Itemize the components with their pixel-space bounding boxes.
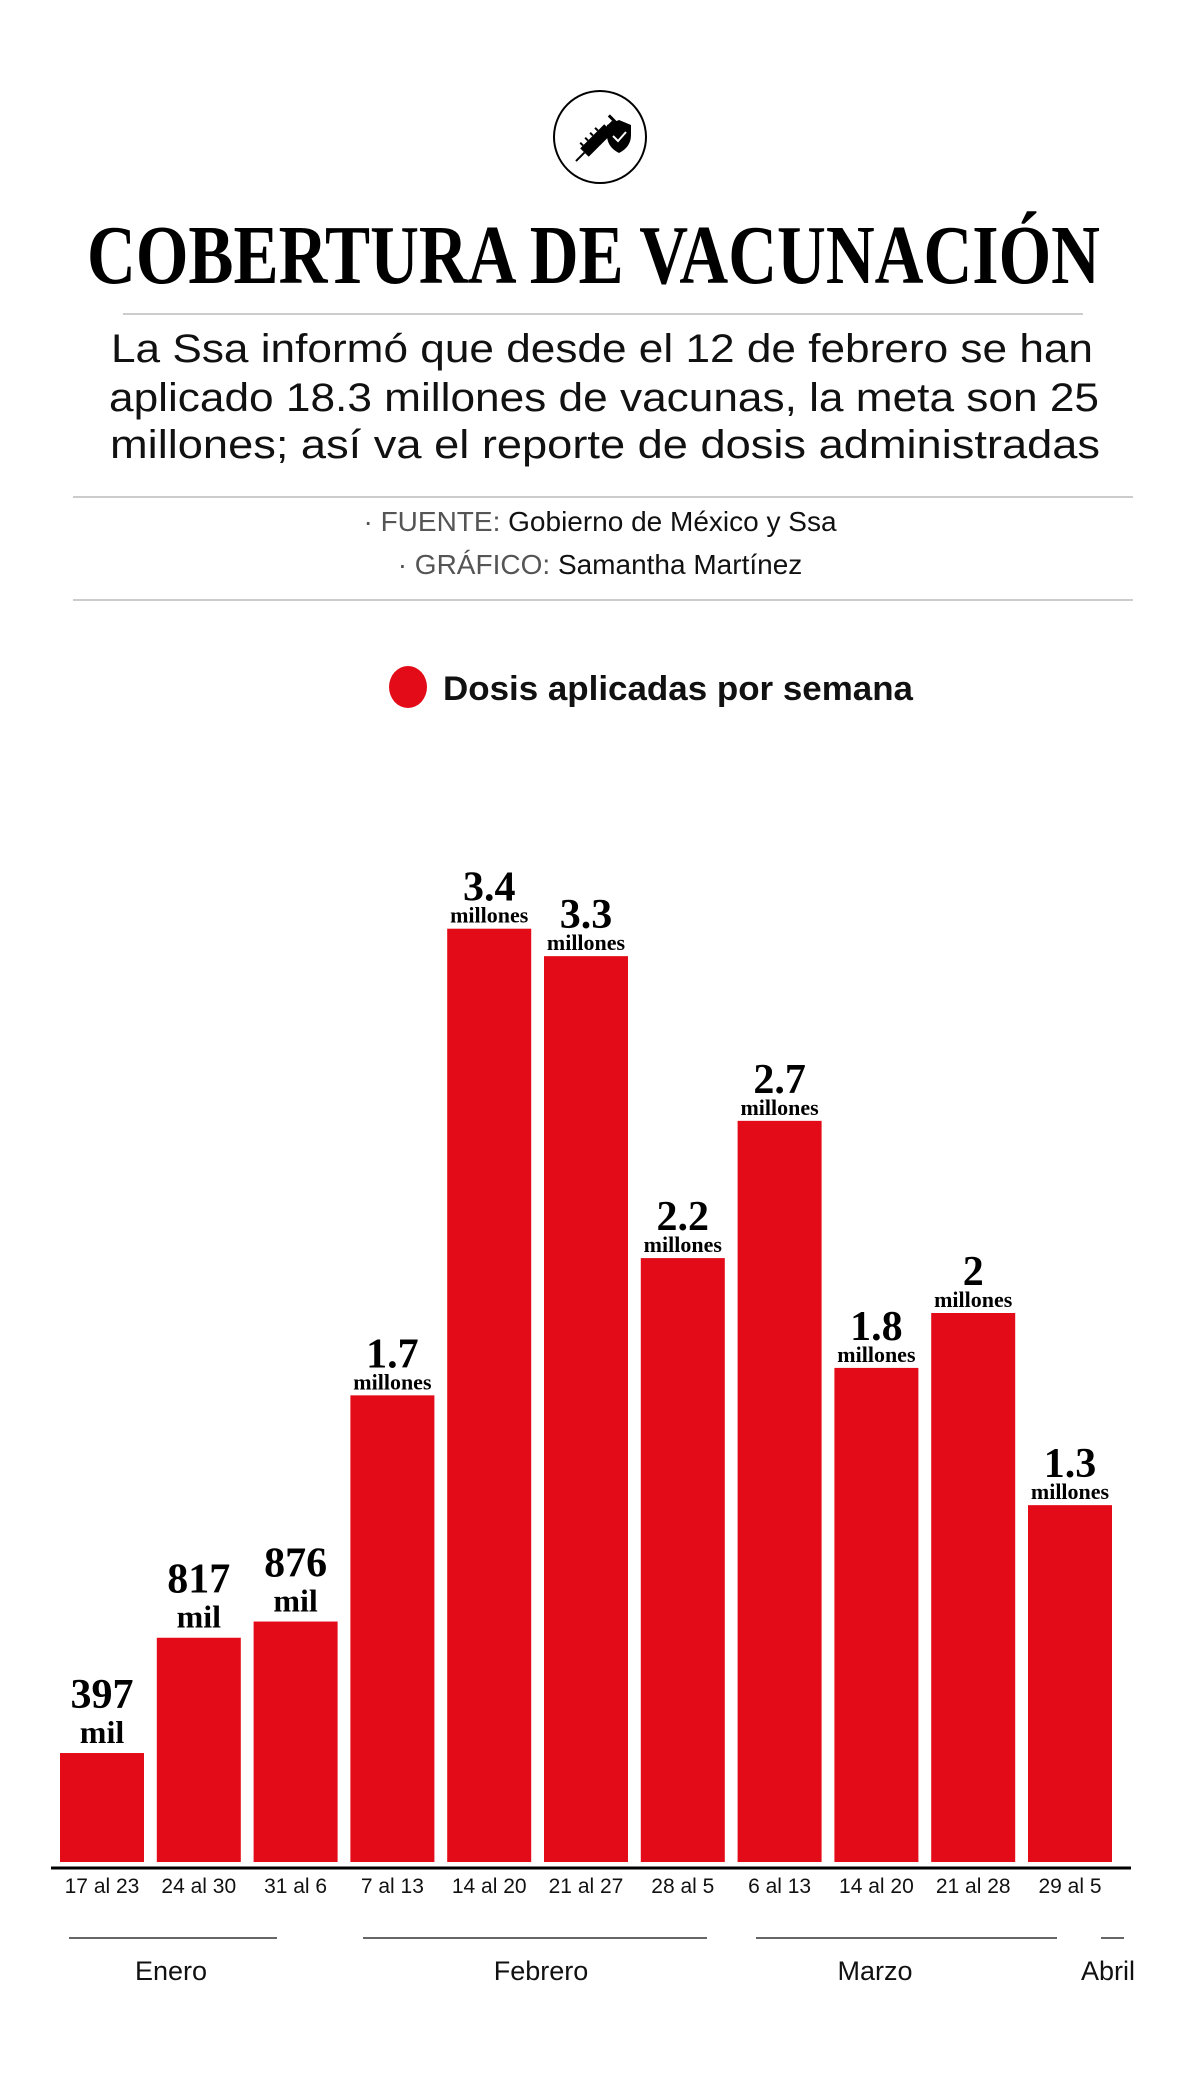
- data-label-unit: millones: [353, 1369, 432, 1394]
- data-label-unit: mil: [273, 1583, 318, 1619]
- month-label: Abril: [1081, 1956, 1135, 1986]
- bar: [640, 1258, 725, 1862]
- legend-label: Dosis aplicadas por semana: [443, 670, 914, 708]
- x-tick-label: 21 al 28: [936, 1875, 1011, 1898]
- x-tick-label: 29 al 5: [1038, 1875, 1101, 1898]
- data-label-value: 397: [71, 1672, 134, 1718]
- subtitle-line: millones; así va el reporte de dosis adm…: [110, 423, 1100, 467]
- subtitle-line: aplicado 18.3 millones de vacunas, la me…: [109, 376, 1099, 420]
- graphic-label: · GRÁFICO:: [398, 549, 550, 580]
- data-label-value: 876: [264, 1541, 327, 1587]
- bar: [834, 1367, 919, 1862]
- bar: [737, 1120, 822, 1862]
- month-label: Enero: [135, 1956, 207, 1986]
- data-label-unit: millones: [740, 1095, 819, 1120]
- bar: [447, 928, 532, 1862]
- bar: [544, 956, 628, 1862]
- data-label-value: 2.2: [657, 1194, 710, 1240]
- legend-swatch: [389, 666, 427, 708]
- syringe-shield-icon: [553, 90, 647, 184]
- source-value: Gobierno de México y Ssa: [508, 506, 837, 537]
- data-label-value: 3.4: [463, 865, 516, 911]
- bar: [60, 1753, 144, 1862]
- x-tick-label: 28 al 5: [651, 1875, 714, 1898]
- x-tick-label: 14 al 20: [452, 1875, 527, 1898]
- data-label-value: 3.3: [560, 892, 613, 938]
- data-label-value: 1.8: [850, 1304, 903, 1350]
- x-tick-label: 24 al 30: [161, 1875, 236, 1898]
- bar: [1028, 1505, 1112, 1862]
- bar: [156, 1637, 241, 1862]
- x-tick-label: 14 al 20: [839, 1875, 914, 1898]
- credit-line: · GRÁFICO: Samantha Martínez: [398, 549, 803, 580]
- graphic-value: Samantha Martínez: [558, 549, 802, 580]
- data-label-unit: mil: [80, 1714, 125, 1750]
- data-label-unit: millones: [547, 930, 626, 955]
- data-label-value: 2.7: [753, 1057, 806, 1103]
- data-label-value: 1.3: [1044, 1441, 1097, 1487]
- data-label-unit: millones: [1031, 1479, 1110, 1504]
- source-line: · FUENTE: Gobierno de México y Ssa: [363, 506, 836, 537]
- data-label-value: 2: [963, 1249, 984, 1295]
- bar: [931, 1313, 1016, 1862]
- data-label-value: 1.7: [366, 1331, 419, 1377]
- data-label-unit: millones: [450, 903, 529, 928]
- data-label-unit: millones: [837, 1342, 916, 1367]
- x-tick-label: 21 al 27: [549, 1875, 624, 1898]
- month-label: Marzo: [837, 1956, 912, 1986]
- month-label: Febrero: [494, 1956, 589, 1986]
- data-label-value: 817: [167, 1557, 230, 1603]
- data-label-unit: mil: [177, 1599, 222, 1635]
- x-tick-label: 17 al 23: [65, 1875, 140, 1898]
- x-tick-label: 6 al 13: [748, 1875, 811, 1898]
- bar: [350, 1395, 435, 1862]
- data-label-unit: millones: [644, 1232, 723, 1257]
- data-label-unit: millones: [934, 1287, 1013, 1312]
- bar: [253, 1621, 338, 1862]
- x-tick-label: 7 al 13: [361, 1875, 424, 1898]
- chart-title: COBERTURA DE VACUNACIÓN: [87, 209, 1100, 302]
- source-label: · FUENTE:: [363, 506, 500, 537]
- legend: Dosis aplicadas por semana: [389, 666, 914, 708]
- subtitle-line: La Ssa informó que desde el 12 de febrer…: [111, 327, 1093, 371]
- x-tick-label: 31 al 6: [264, 1875, 327, 1898]
